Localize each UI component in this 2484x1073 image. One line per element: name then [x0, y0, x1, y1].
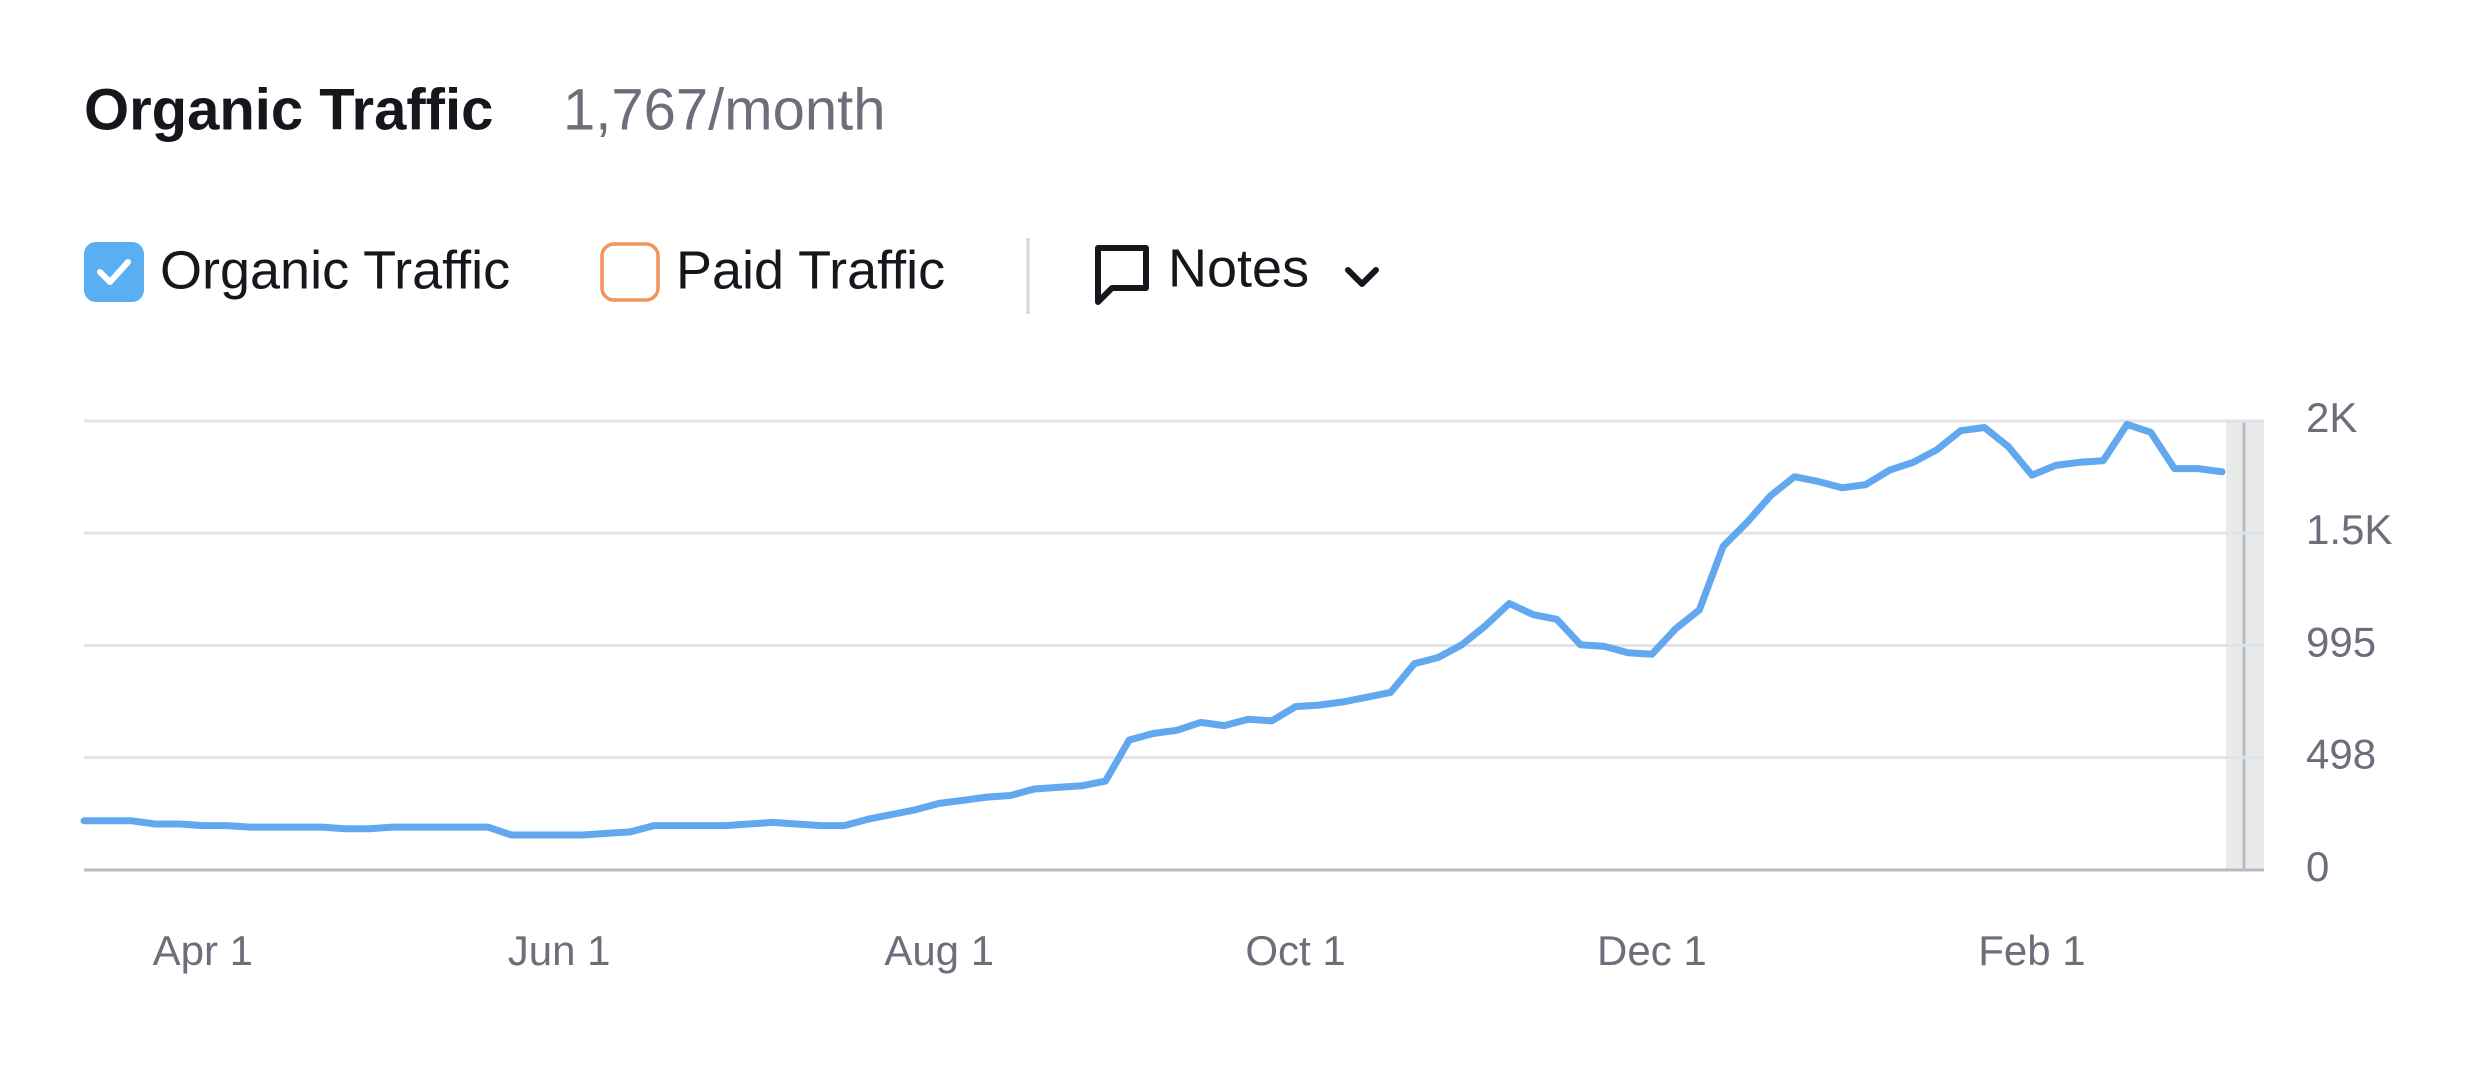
y-tick-label: 995: [2306, 619, 2376, 666]
y-tick-label: 1.5K: [2306, 506, 2392, 553]
x-tick-label: Dec 1: [1597, 927, 1707, 974]
y-tick-label: 498: [2306, 731, 2376, 778]
x-tick-label: Oct 1: [1245, 927, 1345, 974]
checkbox-checked[interactable]: [84, 242, 144, 302]
x-tick-label: Feb 1: [1978, 927, 2085, 974]
notes-label[interactable]: Notes: [1168, 238, 1309, 298]
organic-toggle[interactable]: Organic Traffic: [84, 240, 510, 302]
y-tick-label: 2K: [2306, 394, 2357, 441]
y-tick-label: 0: [2306, 843, 2329, 890]
legend-label[interactable]: Organic Traffic: [160, 240, 510, 300]
x-tick-label: Apr 1: [153, 927, 253, 974]
x-tick-label: Jun 1: [508, 927, 611, 974]
traffic-line: [80, 420, 2226, 839]
checkbox-unchecked[interactable]: [600, 242, 660, 302]
chevron: [1345, 267, 1379, 287]
paid-toggle[interactable]: Paid Traffic: [600, 240, 945, 302]
check-icon: [97, 259, 131, 285]
traffic-value: 1,767/month: [563, 77, 885, 142]
widget-title: Organic Traffic: [84, 77, 493, 142]
notes-icon: [1095, 245, 1149, 305]
toggle-label[interactable]: Paid Traffic: [676, 240, 945, 300]
notes-button[interactable]: Notes: [1095, 238, 1379, 305]
x-tick-label: Aug 1: [884, 927, 994, 974]
